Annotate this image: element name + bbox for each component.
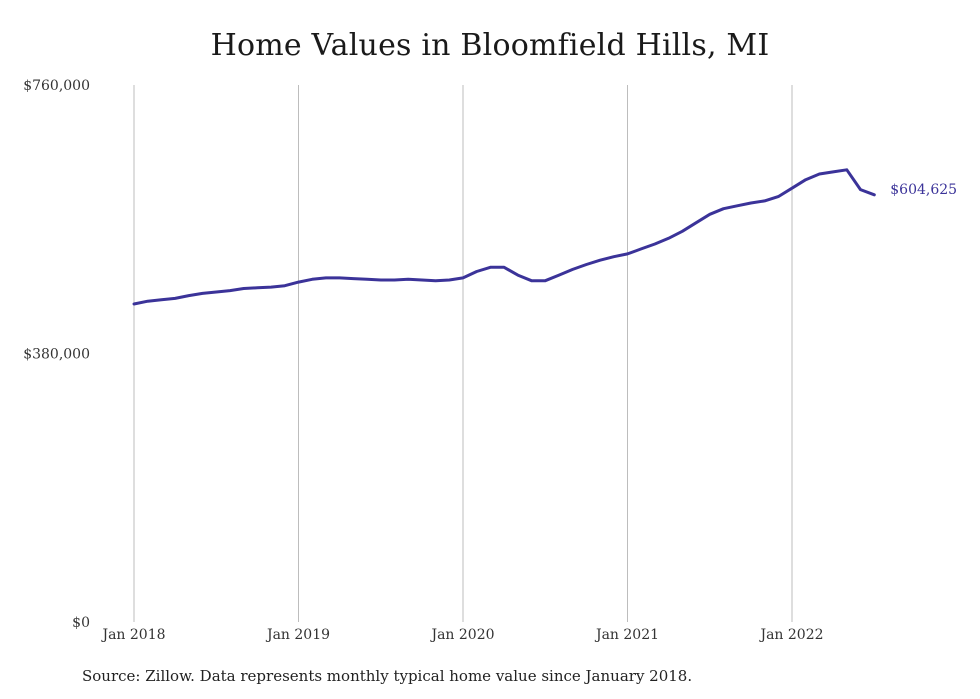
y-tick-label: $380,000 (23, 347, 90, 363)
y-tick-label: $760,000 (23, 78, 90, 94)
x-axis-ticks: Jan 2018 Jan 2019 Jan 2020 Jan 2021 Jan 2022 (100, 627, 823, 643)
chart-title: Home Values in Bloomfield Hills, MI (210, 28, 770, 63)
x-tick-label: Jan 2022 (758, 627, 823, 643)
series-layer (132, 168, 876, 306)
series-line (132, 168, 876, 306)
y-axis-ticks: $0 $380,000 $760,000 (23, 78, 90, 631)
grid-lines (133, 85, 793, 622)
x-tick-label: Jan 2018 (100, 627, 165, 643)
x-tick-label: Jan 2020 (429, 627, 494, 643)
source-note: Source: Zillow. Data represents monthly … (82, 667, 693, 685)
y-tick-label: $0 (72, 615, 90, 631)
x-tick-label: Jan 2019 (265, 627, 330, 643)
end-value-label: $604,625 (890, 182, 957, 198)
x-tick-label: Jan 2021 (594, 627, 659, 643)
data-labels: $604,625 (890, 182, 957, 198)
